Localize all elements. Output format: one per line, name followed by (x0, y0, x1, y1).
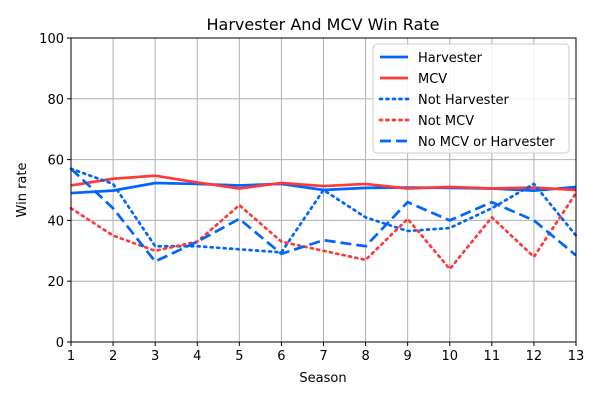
x-tick-label: 11 (484, 349, 501, 364)
chart-title: Harvester And MCV Win Rate (206, 15, 439, 34)
x-tick-label: 2 (109, 349, 117, 364)
x-axis-label: Season (299, 371, 346, 386)
series-line-no-mcv-or-harvester (70, 167, 577, 264)
x-tick-label: 5 (235, 349, 243, 364)
series-line-not-harvester (69, 167, 578, 254)
legend-label: Not MCV (418, 114, 474, 129)
x-tick-label: 8 (361, 349, 369, 364)
legend-label: No MCV or Harvester (418, 135, 555, 150)
x-tick-label: 13 (568, 349, 585, 364)
y-tick-label: 60 (47, 154, 64, 169)
x-tick-label: 12 (526, 349, 543, 364)
y-tick-label: 0 (56, 336, 64, 351)
y-tick-label: 80 (47, 93, 64, 108)
series-line-not-mcv (69, 191, 578, 272)
legend-box (372, 43, 570, 154)
y-tick-label: 20 (47, 275, 64, 290)
x-tick-label: 4 (193, 349, 201, 364)
x-tick-label: 9 (404, 349, 412, 364)
series-line-mcv (70, 174, 577, 192)
x-tick-label: 10 (441, 349, 458, 364)
x-tick-label: 1 (67, 349, 75, 364)
y-axis-label: Win rate (15, 163, 30, 218)
x-tick-label: 6 (277, 349, 285, 364)
legend-label: Harvester (418, 51, 483, 66)
legend-label: MCV (418, 72, 447, 87)
x-tick-label: 3 (151, 349, 159, 364)
y-tick-label: 40 (47, 214, 64, 229)
x-tick-label: 7 (319, 349, 327, 364)
legend-label: Not Harvester (418, 93, 510, 108)
y-tick-label: 100 (39, 32, 64, 47)
